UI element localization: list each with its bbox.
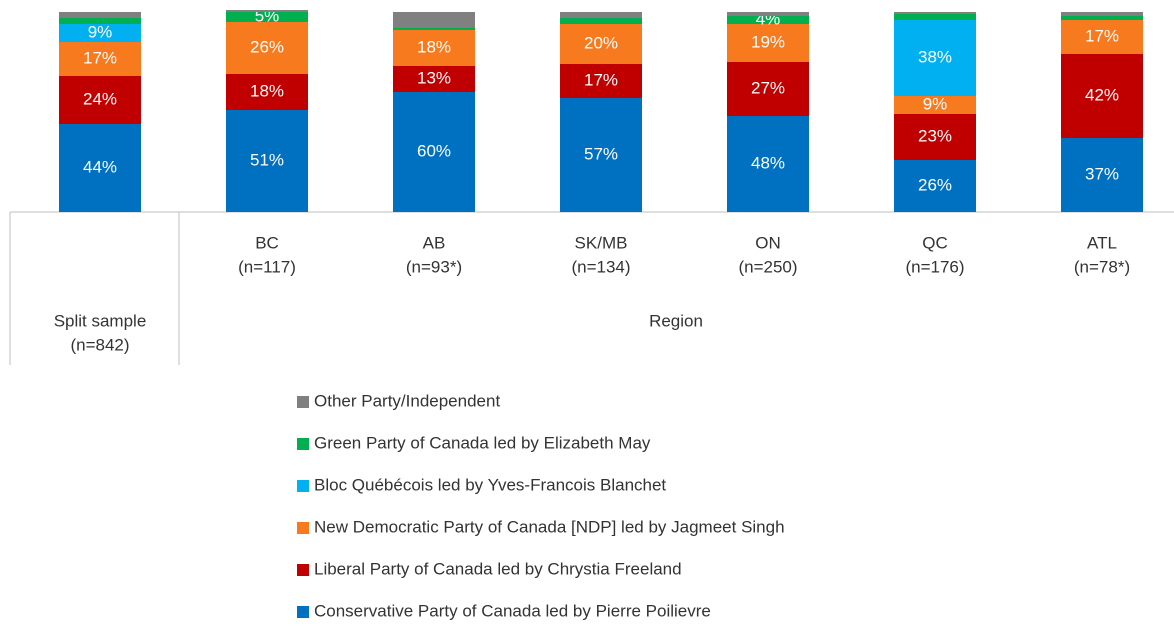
value-label: 51%: [250, 150, 284, 169]
value-label: 5%: [255, 6, 280, 25]
value-label: 26%: [918, 175, 952, 194]
legend-swatch: [297, 606, 309, 618]
legend-label: New Democratic Party of Canada [NDP] led…: [314, 517, 785, 536]
legend-swatch: [297, 396, 309, 408]
legend-swatch: [297, 564, 309, 576]
bar-segment: [59, 124, 141, 212]
value-label: 57%: [584, 144, 618, 163]
x-tick-label: (n=78*): [1074, 257, 1130, 276]
bar-segment: [727, 116, 809, 212]
bar-segment: [1061, 16, 1143, 20]
x-tick-label: AB: [423, 233, 446, 252]
bar-segment: [393, 30, 475, 66]
value-label: 44%: [83, 157, 117, 176]
bar-segment: [894, 114, 976, 160]
bar-segment: [560, 12, 642, 18]
bar-segment: [226, 22, 308, 74]
bar-segment: [727, 62, 809, 116]
bar-segment: [226, 110, 308, 212]
value-label: 17%: [584, 70, 618, 89]
bar-segment: [226, 10, 308, 12]
bar-segment: [727, 12, 809, 16]
bar-segment: [393, 66, 475, 92]
x-tick-label: (n=250): [738, 257, 797, 276]
x-tick-label: (n=93*): [406, 257, 462, 276]
value-label: 9%: [88, 22, 113, 41]
value-label: 26%: [250, 37, 284, 56]
bar-segment: [560, 24, 642, 64]
value-label: 19%: [751, 32, 785, 51]
bar-segment: [59, 24, 141, 42]
x-tick-label: (n=842): [70, 335, 129, 354]
value-label: 18%: [417, 37, 451, 56]
legend-label: Conservative Party of Canada led by Pier…: [314, 601, 711, 620]
legend-label: Other Party/Independent: [314, 391, 500, 410]
legend-label: Green Party of Canada led by Elizabeth M…: [314, 433, 651, 452]
x-tick-label: QC: [922, 233, 948, 252]
bar-segment: [59, 12, 141, 18]
bar-segment: [393, 28, 475, 30]
legend-label: Liberal Party of Canada led by Chrystia …: [314, 559, 682, 578]
value-label: 60%: [417, 141, 451, 160]
bar-segment: [1061, 20, 1143, 54]
bar-segment: [59, 42, 141, 76]
value-label: 17%: [1085, 26, 1119, 45]
legend-swatch: [297, 438, 309, 450]
value-label: 20%: [584, 33, 618, 52]
value-label: 24%: [83, 89, 117, 108]
x-tick-label: (n=117): [238, 257, 296, 276]
bar-segment: [727, 16, 809, 24]
bar-segment: [727, 24, 809, 62]
value-label: 27%: [751, 78, 785, 97]
bar-segment: [894, 20, 976, 96]
x-tick-label: ON: [755, 233, 781, 252]
x-tick-label: ATL: [1087, 233, 1117, 252]
value-label: 13%: [417, 68, 451, 87]
bar-segment: [1061, 12, 1143, 16]
legend-label: Bloc Québécois led by Yves-Francois Blan…: [314, 475, 666, 494]
bar-segment: [1061, 138, 1143, 212]
bar-segment: [226, 74, 308, 110]
bar-segment: [894, 96, 976, 114]
value-label: 48%: [751, 153, 785, 172]
bar-segment: [59, 76, 141, 124]
bar-segment: [1061, 54, 1143, 138]
value-label: 9%: [923, 94, 948, 113]
legend-swatch: [297, 522, 309, 534]
bar-segment: [59, 18, 141, 24]
x-tick-label: (n=134): [571, 257, 630, 276]
x-tick-label: Split sample: [54, 311, 147, 330]
x-tick-label: (n=176): [905, 257, 964, 276]
value-label: 38%: [918, 47, 952, 66]
value-label: 42%: [1085, 85, 1119, 104]
bar-segment: [560, 98, 642, 212]
bar-segment: [393, 12, 475, 28]
bar-segment: [894, 160, 976, 212]
bar-segment: [393, 92, 475, 212]
x-tick-label: BC: [255, 233, 279, 252]
value-label: 18%: [250, 81, 284, 100]
x-tick-label: SK/MB: [575, 233, 628, 252]
value-label: 23%: [918, 126, 952, 145]
group-label: Region: [649, 311, 703, 330]
value-label: 37%: [1085, 164, 1119, 183]
bar-segment: [894, 12, 976, 14]
bar-segment: [560, 64, 642, 98]
bar-segment: [226, 12, 308, 22]
value-label: 17%: [83, 48, 117, 67]
bar-segment: [894, 14, 976, 20]
bar-segment: [560, 18, 642, 24]
legend-swatch: [297, 480, 309, 492]
